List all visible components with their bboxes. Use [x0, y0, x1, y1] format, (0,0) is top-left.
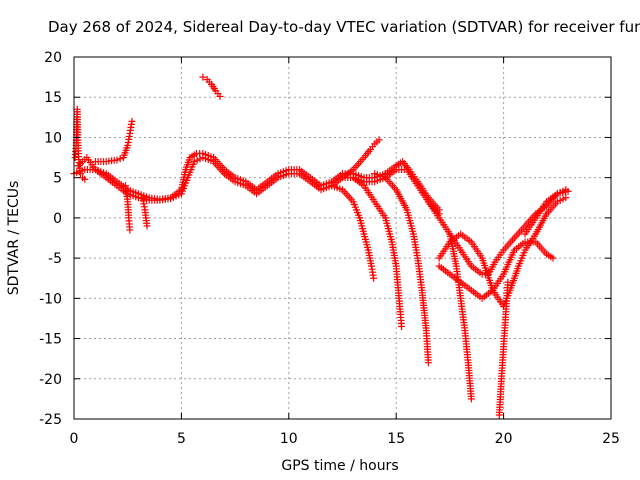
data-point: [549, 254, 557, 262]
series-arc-drop-2-6h: [122, 182, 134, 234]
series-arc-drop-3-3h: [139, 194, 151, 230]
data-point: [143, 222, 151, 230]
y-tick-label: -5: [48, 251, 62, 267]
data-point: [116, 155, 124, 163]
data-point: [199, 73, 207, 81]
data-point: [424, 359, 432, 367]
series-arc-dip-15h: [349, 174, 406, 330]
x-axis-label: GPS time / hours: [281, 458, 398, 474]
data-point: [375, 136, 383, 144]
y-tick-label: -25: [39, 412, 62, 428]
series-arc-late-3: [435, 238, 557, 302]
grid-lines: [74, 57, 611, 419]
data-point: [126, 226, 134, 234]
data-marks: [70, 73, 572, 419]
y-axis-label: SDTVAR / TECUs: [6, 181, 22, 296]
y-tick-label: 0: [53, 211, 62, 227]
data-point: [216, 92, 224, 100]
y-tick-label: -15: [39, 332, 62, 348]
data-point: [495, 411, 503, 419]
x-tick-label: 10: [280, 431, 298, 447]
data-point: [370, 274, 378, 282]
y-tick-label: -10: [39, 291, 62, 307]
data-point: [398, 322, 406, 330]
chart-title: Day 268 of 2024, Sidereal Day-to-day VTE…: [48, 18, 640, 36]
series-arc-dip-14h: [328, 182, 378, 282]
x-tick-label: 20: [495, 431, 513, 447]
x-tick-label: 15: [387, 431, 405, 447]
x-tick-label: 25: [602, 431, 620, 447]
data-point: [81, 175, 89, 183]
y-tick-label: 10: [44, 130, 62, 146]
y-tick-label: 20: [44, 50, 62, 66]
data-point: [467, 395, 475, 403]
series-arc-dip-16h: [371, 170, 432, 367]
series-arc-dip-20h: [495, 278, 512, 419]
data-point: [113, 156, 121, 164]
y-tick-label: 15: [44, 90, 62, 106]
x-tick-label: 5: [177, 431, 186, 447]
data-point: [128, 117, 136, 125]
axis-ticks: 0 5 10 15 20 25 20 15 10 5 0 -5 -10 -15 -20 -25: [39, 50, 620, 447]
series-arc-late-rise: [521, 187, 572, 238]
y-tick-label: 5: [53, 171, 62, 187]
series-arc-rise-2-5h: [91, 117, 136, 166]
series-arc-to-14h: [339, 136, 383, 182]
plot-frame: [73, 56, 612, 420]
series-arc-dip-18h: [446, 230, 475, 403]
x-tick-label: 0: [70, 431, 79, 447]
y-tick-label: -20: [39, 372, 62, 388]
series-arc-6h-high: [199, 73, 224, 100]
data-point: [564, 187, 572, 195]
